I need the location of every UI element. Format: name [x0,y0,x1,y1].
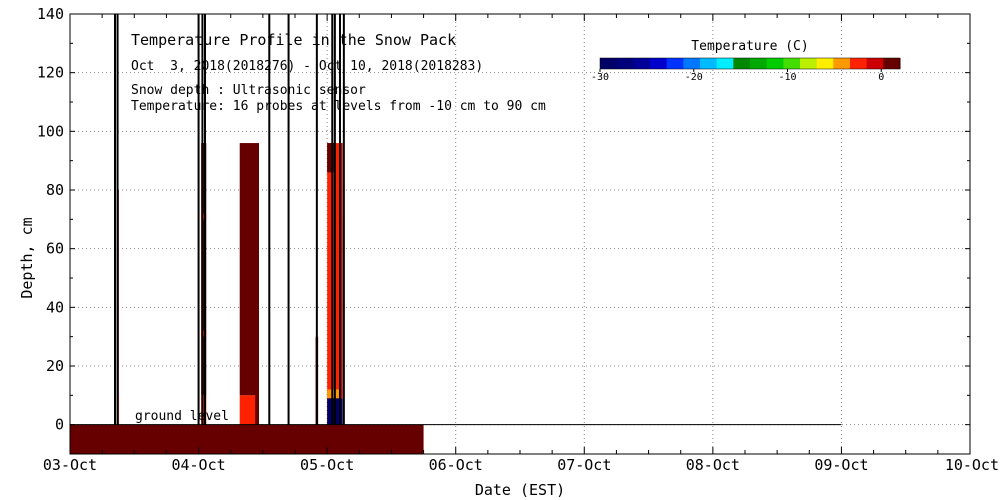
x-tick-label: 04-Oct [171,456,225,474]
colorbar-segment [766,58,784,69]
colorbar-segment [716,58,734,69]
axis-layer: 0 20 40 60 80 100 120 140 03-Oct 04-Oct 05-Oct 06-O… [37,5,999,474]
temperature-block [201,395,207,425]
temperature-block [201,213,207,220]
colorbar-tick-label: -10 [778,72,796,83]
colorbar-segment [866,58,884,69]
colorbar-tick-label: -20 [685,72,703,83]
x-tick-label: 07-Oct [557,456,611,474]
colorbar: -30 -20 -10 0 [591,57,901,83]
colorbar-segment [650,58,668,69]
colorbar-title: Temperature (C) [691,39,808,54]
ground-temperature-block [70,424,424,454]
colorbar-segment [616,58,634,69]
temperature-block [201,330,207,337]
y-tick-label: 40 [46,298,64,316]
y-axis-label: Depth, cm [18,217,36,298]
temperature-block [239,143,259,396]
colorbar-segment [783,58,801,69]
colorbar-segment [600,58,618,69]
temperature-block [327,143,335,173]
note-temperature: Temperature: 16 probes at levels from -1… [131,99,546,114]
y-tick-label: 20 [46,357,64,375]
y-tick-label: 60 [46,240,64,258]
ground-level-label: ground level [135,409,229,424]
temperature-block [201,143,207,396]
temperature-block [239,395,259,425]
note-snow-depth: Snow depth : Ultrasonic sensor [131,83,366,98]
temperature-block [340,143,343,399]
y-tick-label: 80 [46,181,64,199]
x-tick-label: 09-Oct [814,456,868,474]
colorbar-segment [733,58,751,69]
colorbar-segment [666,58,684,69]
x-tick-label: 06-Oct [429,456,483,474]
x-tick-label: 03-Oct [43,456,97,474]
colorbar-segment [683,58,701,69]
x-tick-label: 08-Oct [686,456,740,474]
x-tick-label: 10-Oct [945,456,999,474]
y-tick-label: 100 [37,122,64,140]
colorbar-segment [633,58,651,69]
colorbar-tick-label: 0 [878,72,884,83]
colorbar-segment [850,58,868,69]
colorbar-segment [750,58,768,69]
x-axis-label: Date (EST) [475,481,565,499]
colorbar-segment [883,58,901,69]
temperature-block [255,219,259,425]
chart-title: Temperature Profile in the Snow Pack [131,31,456,49]
y-tick-label: 0 [55,416,64,434]
colorbar-frame [599,57,901,70]
colorbar-segment [800,58,818,69]
colorbar-segment [816,58,834,69]
colorbar-segment [833,58,851,69]
colorbar-tick-label: -30 [591,72,609,83]
y-tick-label: 140 [37,5,64,23]
colorbar-segment [700,58,718,69]
snow-depth-layer [114,14,345,425]
x-tick-label: 05-Oct [300,456,354,474]
chart-subtitle: Oct 3, 2018(2018276) - Oct 10, 2018(2018… [131,59,483,74]
y-tick-label: 120 [37,64,64,82]
